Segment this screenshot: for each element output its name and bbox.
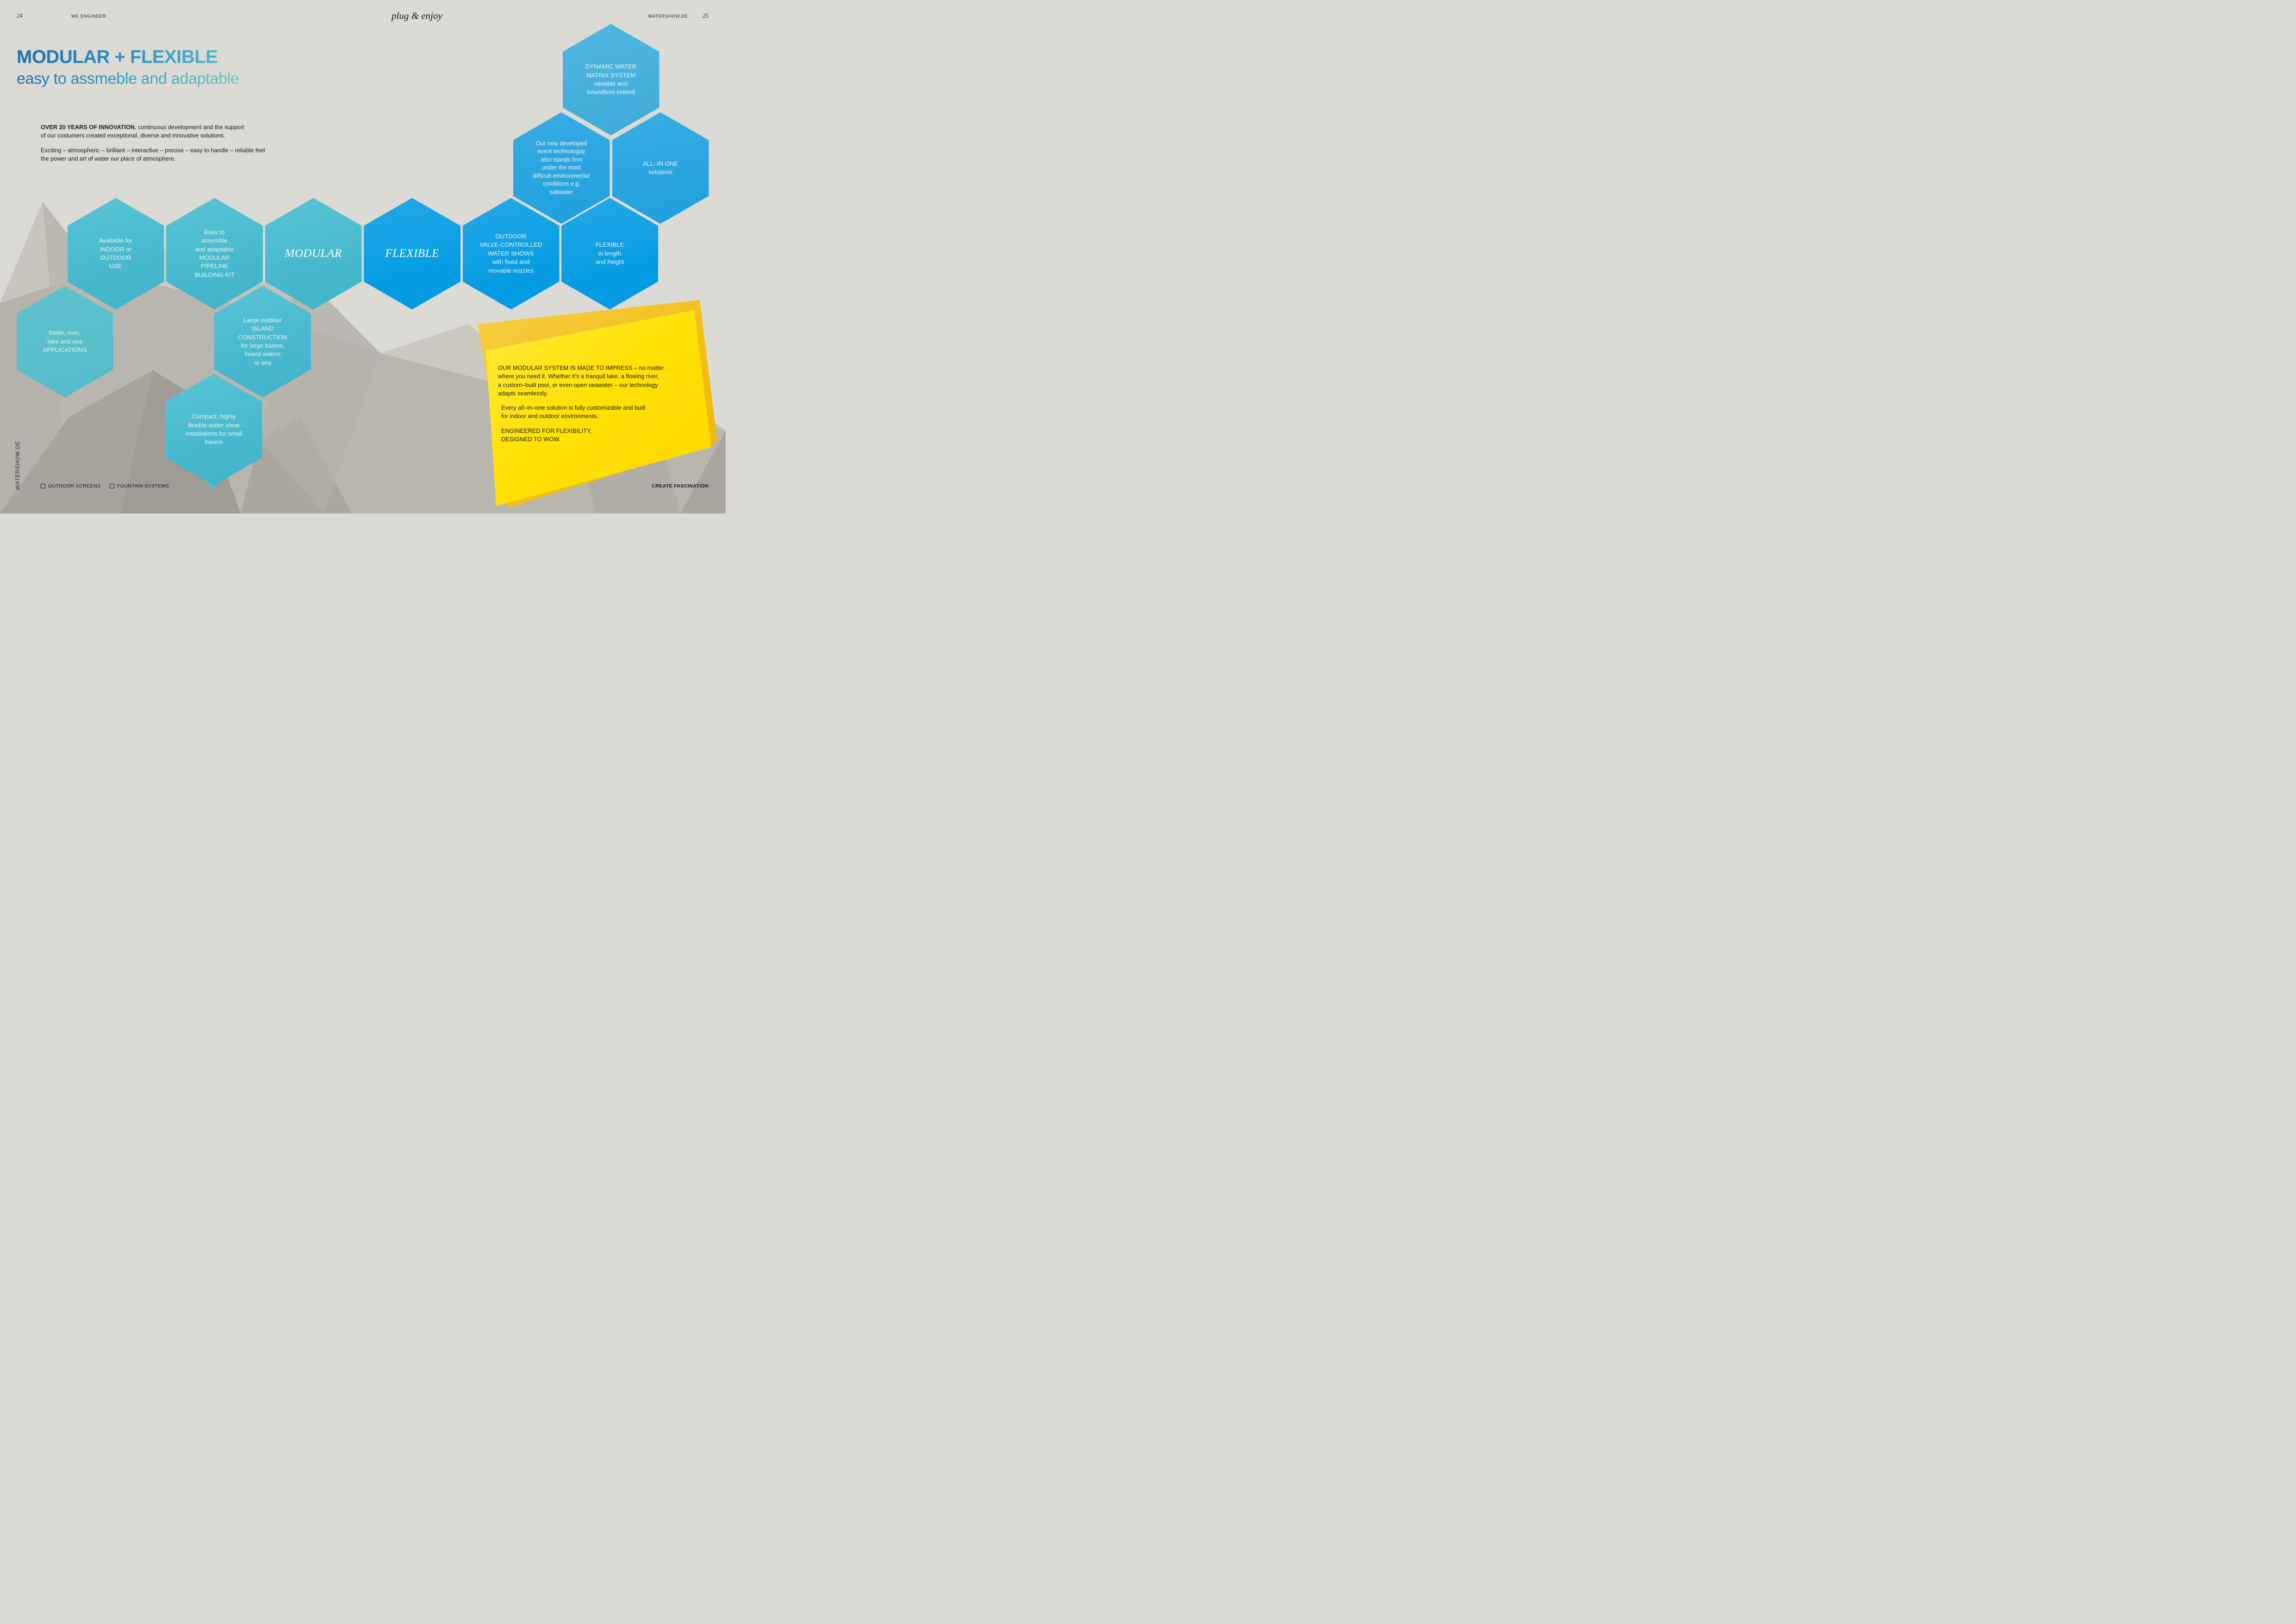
checkbox-icon [110, 484, 114, 488]
hexagon-label: FLEXIBLE in length and height [595, 241, 624, 266]
hexagon-label: Large outdoor ISLAND CONSTRUCTION for la… [238, 316, 287, 366]
hexagon-all-in-one: ALL–IN ONE solutions [612, 112, 709, 224]
hexagon-label: DYNAMIC WATER MATRIX SYSTEM variable and… [585, 63, 637, 96]
yellow-callout-text: OUR MODULAR SYSTEM IS MADE TO IMPRESS – … [498, 364, 707, 450]
hexagon-label: ALL–IN ONE solutions [642, 160, 678, 175]
hexagon-label: Easy to assemble and adaptable MODULAR P… [194, 228, 235, 278]
hexagon-label: Compact, highly flexible water show inst… [185, 413, 243, 446]
hexagon-valve-controlled: OUTDOOR VALVE-CONTROLLED WATER SHOWS wit… [462, 198, 560, 310]
vertical-site-label: WATERSHOW.DE [15, 441, 21, 490]
callout-paragraph-2: Every all–in–one solution is fully custo… [501, 404, 646, 420]
hexagon-flexible-dimensions: FLEXIBLE in length and height [561, 198, 658, 310]
footer-category-fountain-systems: FOUNTAIN SYSTEMS [110, 483, 169, 489]
intro-copy: OVER 20 YEARS OF INNOVATION, continuous … [41, 123, 280, 169]
hexagon-compact-installations: Compact, highly flexible water show inst… [165, 374, 262, 486]
title-line1: MODULAR + FLEXIBLE [17, 46, 239, 68]
checkbox-icon [41, 484, 45, 488]
callout-paragraph-3: ENGINEERED FOR FLEXIBILITY, DESIGNED TO … [501, 427, 592, 443]
footer-category-outdoor-screens: OUTDOOR SCREENS [41, 483, 100, 489]
intro-paragraph-1: OVER 20 YEARS OF INNOVATION, continuous … [41, 123, 280, 140]
hexagon-island-construction: Large outdoor ISLAND CONSTRUCTION for la… [214, 286, 311, 398]
page-number-right: 25 [703, 12, 709, 19]
footer-category-label: FOUNTAIN SYSTEMS [117, 483, 169, 489]
title-line2: easy to assmeble and adaptable [17, 70, 239, 88]
footer-tagline: CREATE FASCINATION [652, 483, 709, 489]
header-section-label: WE ENGINEER [71, 14, 106, 19]
hexagon-applications: basin, river, lake and sea APPLICATIONS [16, 286, 113, 398]
hexagon-dynamic-matrix: DYNAMIC WATER MATRIX SYSTEM variable and… [562, 24, 660, 136]
page-title: MODULAR + FLEXIBLE easy to assmeble and … [17, 46, 239, 88]
hexagon-label: FLEXIBLE [385, 247, 439, 260]
footer-category-label: OUTDOOR SCREENS [48, 483, 101, 489]
hexagon-event-technology: Our new developed event technologay also… [513, 112, 610, 224]
hexagon-label: Our new developed event technologay also… [533, 140, 590, 195]
hexagon-label: basin, river, lake and sea APPLICATIONS [43, 329, 87, 354]
intro-rest: , continuous development and the support… [41, 124, 244, 139]
callout-paragraph-1: OUR MODULAR SYSTEM IS MADE TO IMPRESS – … [498, 364, 664, 397]
page-number-left: 24 [17, 12, 23, 19]
hexagon-label: MODULAR [285, 247, 342, 260]
header-site-label: WATERSHOW.DE [648, 14, 688, 19]
intro-paragraph-2: Exciting – atmospheric – brilliant – int… [41, 147, 265, 162]
intro-lead: OVER 20 YEARS OF INNOVATION [41, 124, 135, 131]
yellow-callout-front [486, 310, 711, 506]
hexagon-label: Available for INDOOR or OUTDOOR USE [99, 237, 133, 270]
header-motto: plug & enjoy [392, 10, 442, 21]
hexagon-label: OUTDOOR VALVE-CONTROLLED WATER SHOWS wit… [479, 232, 542, 274]
